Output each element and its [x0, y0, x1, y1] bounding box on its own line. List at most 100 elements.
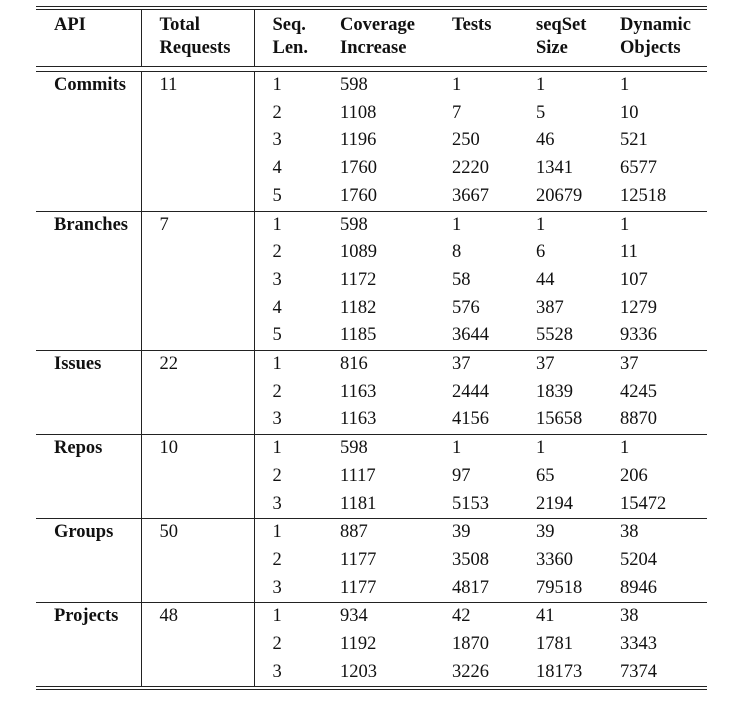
coverage-increase-cell: 816 — [322, 350, 434, 379]
header-line: Requests — [159, 38, 231, 58]
seqset-size-cell: 20679 — [536, 185, 583, 206]
seqset-size-cell: 15658 — [536, 409, 583, 430]
seqset-size-header: seqSet Size — [518, 10, 602, 67]
results-table: API Total Requests Seq. Len. Coverage Increase… — [36, 10, 707, 687]
tests-cell: 2444 — [452, 381, 489, 402]
total-requests-cell: 10 — [141, 434, 255, 519]
top-rule — [36, 6, 707, 10]
table-row: Issues 22 1 816 37 37 37 — [36, 350, 707, 435]
bottom-rule — [36, 686, 707, 691]
tests-cell: 1870 — [452, 634, 489, 655]
header-line: Coverage — [340, 15, 415, 35]
coverage-increase-cell: 1182 — [340, 297, 377, 318]
tests-cell: 250 — [452, 130, 480, 151]
dynamic-objects-cell: 7374 — [620, 661, 657, 682]
dynamic-objects-cell: 8946 — [620, 577, 657, 598]
seqset-size-cell: 5528 — [536, 325, 573, 346]
seq-len-cell: 3 — [272, 661, 282, 682]
coverage-increase-cell: 934 — [322, 602, 434, 632]
header-line: API — [54, 15, 86, 35]
seq-len-cell: 4 — [272, 158, 282, 179]
coverage-increase-cell: 1760 — [340, 185, 377, 206]
dynamic-objects-cell: 3343 — [620, 634, 657, 655]
table-row: 5 1760 3667 20679 12518 — [36, 183, 707, 211]
dynamic-objects-cell: 206 — [620, 465, 648, 486]
api-name-cell: Groups — [36, 518, 142, 603]
coverage-increase-cell: 1108 — [340, 102, 377, 123]
dynamic-objects-cell: 9336 — [620, 325, 657, 346]
coverage-increase-cell: 1203 — [340, 661, 377, 682]
coverage-increase-cell: 1172 — [340, 269, 377, 290]
seq-len-cell: 5 — [272, 185, 282, 206]
seq-len-cell: 2 — [272, 102, 282, 123]
tests-header: Tests — [434, 10, 518, 67]
coverage-increase-cell: 1181 — [340, 493, 377, 514]
coverage-increase-cell: 1196 — [340, 130, 377, 151]
table-row: 4 1182 576 387 1279 — [36, 295, 707, 323]
seqset-size-cell: 387 — [536, 297, 564, 318]
seq-len-cell: 3 — [272, 269, 282, 290]
seq-len-cell: 2 — [272, 242, 282, 263]
table-row: 4 1760 2220 1341 6577 — [36, 155, 707, 183]
seq-len-cell: 1 — [254, 434, 322, 463]
seqset-size-cell: 46 — [536, 130, 555, 151]
tests-cell: 7 — [452, 102, 462, 123]
coverage-increase-cell: 598 — [340, 75, 368, 95]
api-header: API — [36, 10, 142, 67]
tests-cell: 5153 — [452, 493, 489, 514]
seq-len-cell: 2 — [272, 549, 282, 570]
dynamic-objects-cell: 37 — [602, 350, 707, 379]
header-rule — [36, 66, 707, 72]
tests-cell: 58 — [452, 269, 471, 290]
header-line: Len. — [272, 38, 308, 58]
total-requests-cell: 22 — [141, 350, 255, 435]
coverage-increase-cell: 598 — [322, 210, 434, 240]
seqset-size-cell: 2194 — [536, 493, 573, 514]
header-line: Increase — [340, 38, 407, 58]
header-line: Objects — [620, 38, 681, 58]
seqset-size-cell: 6 — [536, 242, 546, 263]
tests-cell: 3667 — [452, 185, 489, 206]
header-line: Seq. — [272, 15, 306, 35]
table-row: 2 1089 8 6 11 — [36, 239, 707, 267]
header-rule-cell — [36, 66, 707, 72]
table-row: 3 1177 4817 79518 8946 — [36, 575, 707, 603]
coverage-increase-cell: 1177 — [340, 577, 377, 598]
seqset-size-cell: 18173 — [536, 661, 583, 682]
seqset-size-cell: 3360 — [536, 549, 573, 570]
table-row: 3 1196 250 46 521 — [36, 127, 707, 155]
api-name-cell: Projects — [36, 602, 142, 687]
seq-len-header: Seq. Len. — [254, 10, 322, 67]
header-line: Tests — [452, 15, 492, 35]
total-requests-cell: 11 — [141, 71, 255, 212]
table-row: Projects 48 1 934 42 41 38 — [36, 602, 707, 687]
seq-len-cell: 3 — [272, 130, 282, 151]
seq-len-cell: 1 — [254, 210, 322, 240]
tests-cell: 3644 — [452, 325, 489, 346]
seq-len-cell: 2 — [272, 465, 282, 486]
table-body: Commits 11 1 598 1 1 1 2 1108 7 5 10 3 1196 250 46 521 4 1… — [36, 66, 707, 687]
coverage-increase-cell: 1117 — [340, 465, 376, 486]
coverage-increase-cell: 1089 — [340, 242, 377, 263]
dynamic-objects-cell: 6577 — [620, 158, 657, 179]
dynamic-objects-cell: 11 — [620, 242, 638, 263]
seq-len-cell: 1 — [272, 75, 282, 95]
seq-len-cell: 2 — [272, 381, 282, 402]
seq-len-cell: 2 — [272, 634, 282, 655]
api-name-cell: Repos — [36, 434, 142, 519]
table-row: 3 1181 5153 2194 15472 — [36, 491, 707, 519]
dynamic-objects-cell: 8870 — [620, 409, 657, 430]
dynamic-objects-cell: 1 — [602, 434, 707, 463]
tests-cell: 8 — [452, 242, 462, 263]
seq-len-cell: 1 — [254, 518, 322, 547]
seqset-size-cell: 1 — [518, 210, 602, 240]
seqset-size-cell: 79518 — [536, 577, 583, 598]
tests-cell: 1 — [452, 75, 462, 95]
dynamic-objects-cell: 521 — [620, 130, 648, 151]
api-name-cell: Commits — [36, 71, 142, 212]
seq-len-cell: 1 — [254, 602, 322, 632]
tests-cell: 42 — [434, 602, 518, 632]
seq-len-cell: 1 — [254, 350, 322, 379]
seq-len-cell: 3 — [272, 493, 282, 514]
header-row: API Total Requests Seq. Len. Coverage Increase… — [36, 10, 707, 67]
